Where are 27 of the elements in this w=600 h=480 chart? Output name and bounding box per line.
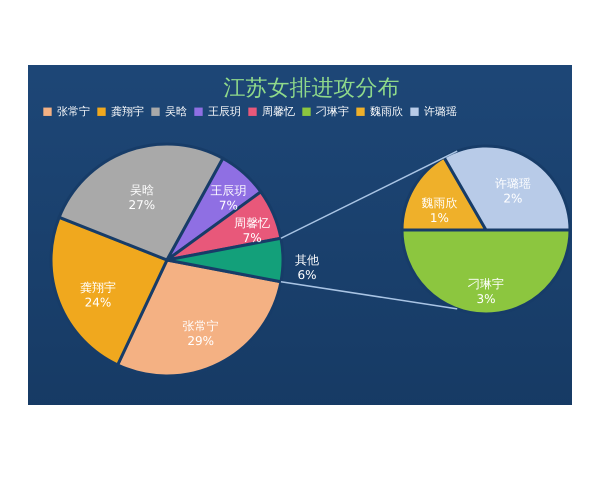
slice-label: 吴晗 [130, 183, 154, 198]
data-label: 7% [242, 231, 262, 246]
data-label: 27% [128, 198, 156, 212]
data-label: 29% [187, 334, 214, 348]
legend-label: 王辰玥 [208, 104, 241, 118]
legend-label: 刁琳宇 [315, 104, 349, 118]
slice-label: 王辰玥 [210, 183, 246, 198]
data-label: 24% [84, 295, 112, 310]
legend-label: 许璐瑶 [424, 104, 457, 118]
slice-label: 许璐瑶 [494, 176, 531, 190]
legend-label: 龚翔宇 [111, 104, 144, 118]
chart-title: 江苏女排进攻分布 [224, 76, 400, 101]
slice-label: 龚翔宇 [80, 280, 116, 294]
slice-label: 魏雨欣 [421, 196, 458, 210]
data-label: 2% [503, 191, 522, 206]
data-label: 6% [297, 268, 317, 282]
legend-label: 张常宁 [57, 104, 90, 118]
slice-label: 其他 [295, 253, 319, 267]
data-label: 3% [476, 292, 496, 306]
slice-label: 周馨忆 [234, 216, 270, 230]
slice-label: 刁琳宇 [467, 276, 504, 291]
data-label: 1% [430, 211, 449, 226]
legend-label: 吴晗 [165, 104, 187, 118]
slice-label: 魏雨欣 [370, 104, 403, 118]
data-label: 7% [218, 198, 238, 212]
legend-label: 周馨忆 [262, 104, 295, 118]
slice-label: 张常宁 [182, 319, 219, 334]
